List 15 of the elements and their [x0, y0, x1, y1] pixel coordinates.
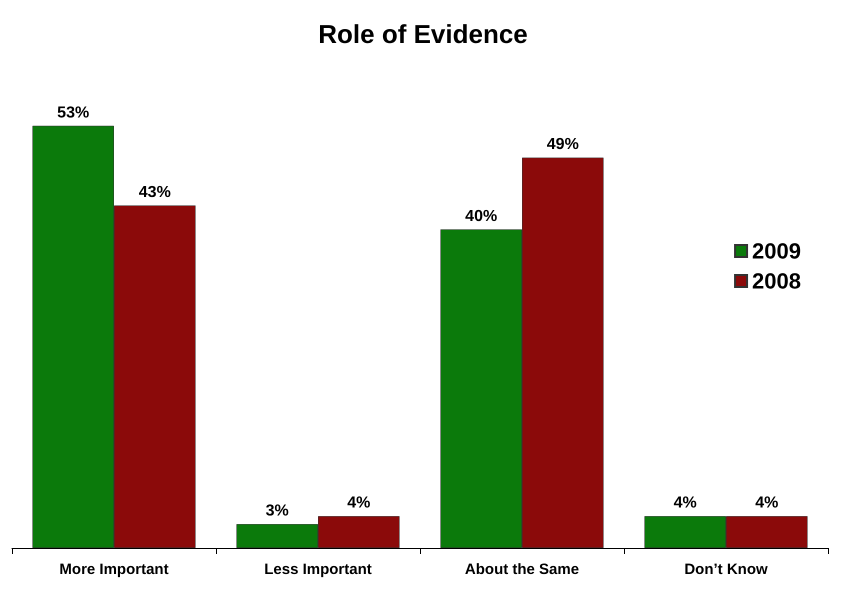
x-tick-label: About the Same	[464, 561, 580, 578]
x-tick-label: More Important	[59, 561, 169, 578]
data-label: 40%	[465, 208, 498, 225]
data-label: 4%	[347, 494, 370, 512]
x-tick-label: Less Important	[264, 561, 372, 578]
x-tick-label: Don’t Know	[684, 561, 768, 578]
data-label: 4%	[755, 494, 778, 512]
data-label: 4%	[674, 494, 697, 512]
data-label: 43%	[138, 184, 171, 201]
legend-label: 2008	[752, 268, 802, 294]
data-label: 53%	[57, 104, 90, 122]
chart-title: Role of Evidence	[318, 19, 528, 49]
legend-label: 2009	[752, 238, 802, 264]
data-label: 49%	[546, 136, 579, 154]
data-label: 3%	[266, 502, 289, 520]
